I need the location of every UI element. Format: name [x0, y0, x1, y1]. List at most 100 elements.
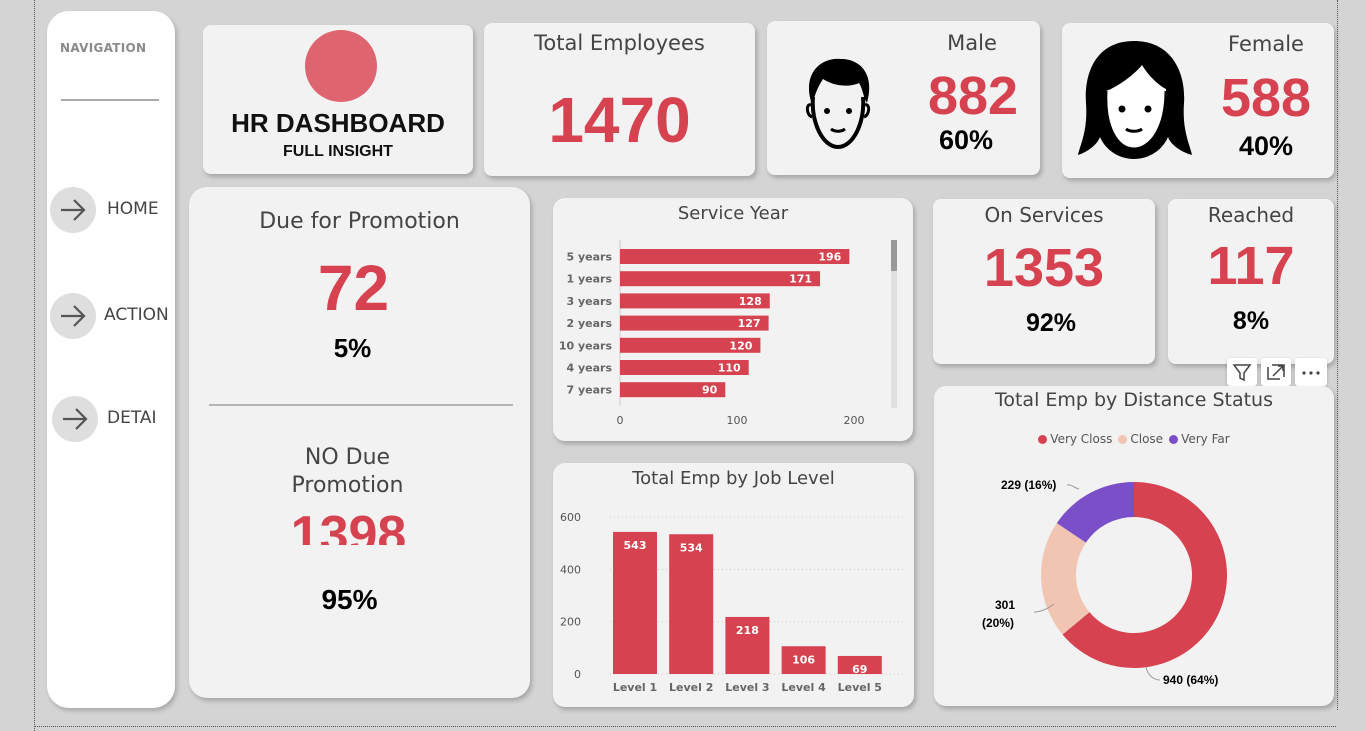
y-tick-label: 200: [560, 616, 581, 629]
total-employees-value: 1470: [548, 84, 691, 156]
chart-scrollbar-thumb[interactable]: [891, 240, 897, 271]
male-card: Male 882 60%: [767, 21, 1040, 175]
nav-action-button[interactable]: ACTION: [50, 293, 175, 341]
reached-percent: 8%: [1232, 307, 1270, 335]
bar: [620, 271, 821, 287]
arrow-right-icon: [50, 293, 96, 339]
male-avatar-icon: [805, 58, 871, 150]
female-label: Female: [1228, 32, 1304, 56]
male-label: Male: [947, 31, 997, 55]
leader-line: [1145, 666, 1161, 681]
x-category-label: Level 2: [669, 681, 713, 694]
leader-line: [1033, 603, 1055, 613]
x-category-label: Level 3: [725, 681, 769, 694]
bar-value-label: 69: [852, 663, 867, 676]
slice-label-close-value: 301: [995, 598, 1016, 612]
promotion-divider: [209, 404, 513, 406]
header-card: HR DASHBOARD FULL INSIGHT: [203, 25, 473, 174]
no-due-promotion-label-line2: Promotion: [291, 473, 404, 498]
service-year-chart: 5 years 196 1 years 171 3 years 128 2 years 127…: [559, 240, 865, 427]
leader-line: [1066, 484, 1080, 490]
bar-category-label: 1 years: [566, 273, 612, 286]
filter-icon: [1232, 364, 1252, 382]
bar: [613, 531, 657, 674]
bar-category-label: 4 years: [566, 362, 612, 375]
distance-status-legend: Very Closs Close Very Far: [934, 428, 1334, 447]
reached-value: 117: [1207, 236, 1295, 296]
arrow-right-icon: [52, 396, 98, 442]
arrow-right-icon: [50, 187, 96, 233]
service-year-chart-card: Service Year 5 years 196 1 years 171 3 years…: [553, 198, 913, 441]
reached-label: Reached: [1207, 203, 1295, 227]
bar: [837, 655, 882, 674]
no-due-promotion-label-line1: NO Due: [304, 445, 391, 470]
female-card: Female 588 40%: [1062, 23, 1334, 178]
y-tick-label: 400: [560, 563, 581, 576]
donut-slice: [1041, 523, 1090, 635]
logo-circle: [305, 30, 377, 102]
bar-category-label: 2 years: [566, 317, 612, 330]
nav-home-button[interactable]: HOME: [50, 187, 175, 235]
due-promotion-percent: 5%: [333, 333, 372, 363]
nav-home-label: HOME: [107, 199, 159, 219]
legend-item-very-far[interactable]: Very Far: [1169, 432, 1230, 446]
on-services-percent: 92%: [1025, 309, 1077, 337]
x-tick-label: 0: [617, 414, 624, 427]
bar-value-label: 110: [718, 362, 741, 375]
bar: [620, 360, 749, 375]
frame-bottom-border: [34, 726, 1336, 727]
due-promotion-label: Due for Promotion: [259, 209, 460, 234]
bar: [620, 337, 761, 353]
bar-category-label: 5 years: [566, 251, 612, 264]
female-percent: 40%: [1238, 131, 1294, 161]
bar-category-label: 10 years: [559, 339, 613, 352]
distance-status-chart-card: Total Emp by Distance Status Very Closs C…: [934, 386, 1334, 706]
frame-right-border: [1337, 0, 1338, 710]
total-employees-label: Total Employees: [534, 31, 705, 55]
job-level-title: Total Emp by Job Level: [632, 468, 835, 489]
bar-value-label: 171: [789, 273, 812, 286]
y-tick-label: 0: [574, 668, 581, 681]
y-tick-label: 600: [560, 511, 581, 524]
bar: [725, 616, 770, 674]
reached-card: Reached 117 8%: [1168, 199, 1334, 364]
bar-value-label: 543: [624, 539, 647, 552]
female-avatar-icon: [1078, 41, 1192, 159]
no-due-promotion-percent: 95%: [321, 584, 378, 615]
nav-details-button[interactable]: DETAI: [52, 396, 177, 444]
legend-item-very-closs[interactable]: Very Closs: [1038, 432, 1112, 446]
legend-dot: [1118, 435, 1128, 444]
x-tick-label: 100: [727, 414, 748, 427]
female-value: 588: [1220, 68, 1312, 128]
promotion-card: Due for Promotion 72 5% NO Due Promotion…: [189, 187, 530, 698]
bar-category-label: 3 years: [566, 295, 612, 308]
more-options-icon: [1302, 371, 1320, 375]
bar-value-label: 128: [739, 295, 762, 308]
legend-label: Very Closs: [1050, 432, 1113, 446]
dashboard-subtitle: FULL INSIGHT: [283, 143, 393, 160]
filter-button[interactable]: [1227, 358, 1257, 386]
no-due-promotion-value-clip: 1398: [189, 505, 530, 545]
donut-slice: [1056, 482, 1134, 543]
x-category-label: Level 1: [613, 681, 657, 694]
bar-value-label: 90: [702, 384, 718, 397]
nav-details-label: DETAI: [107, 408, 157, 428]
distance-status-title: Total Emp by Distance Status: [994, 389, 1274, 411]
bar-value-label: 106: [792, 653, 815, 666]
bar-category-label: 7 years: [566, 384, 612, 397]
male-value: 882: [927, 66, 1019, 126]
bar: [620, 249, 850, 264]
expand-icon: [1267, 364, 1285, 380]
focus-mode-button[interactable]: [1261, 358, 1291, 386]
chart-scrollbar[interactable]: [891, 240, 897, 408]
job-level-chart-card: Total Emp by Job Level 0 200 400 600 543 Leve…: [553, 463, 914, 707]
navigation-panel: NAVIGATION HOME ACTION DETAI: [47, 11, 175, 708]
legend-item-close[interactable]: Close: [1118, 432, 1163, 446]
more-options-button[interactable]: [1295, 358, 1327, 386]
nav-action-label: ACTION: [104, 305, 169, 325]
bar-value-label: 534: [680, 541, 703, 554]
distance-status-donut: [1033, 482, 1227, 681]
bar: [620, 315, 769, 331]
bar: [620, 382, 726, 398]
job-level-chart: 0 200 400 600 543 Level 1 534 Level 2 218 Level 3…: [560, 511, 905, 694]
